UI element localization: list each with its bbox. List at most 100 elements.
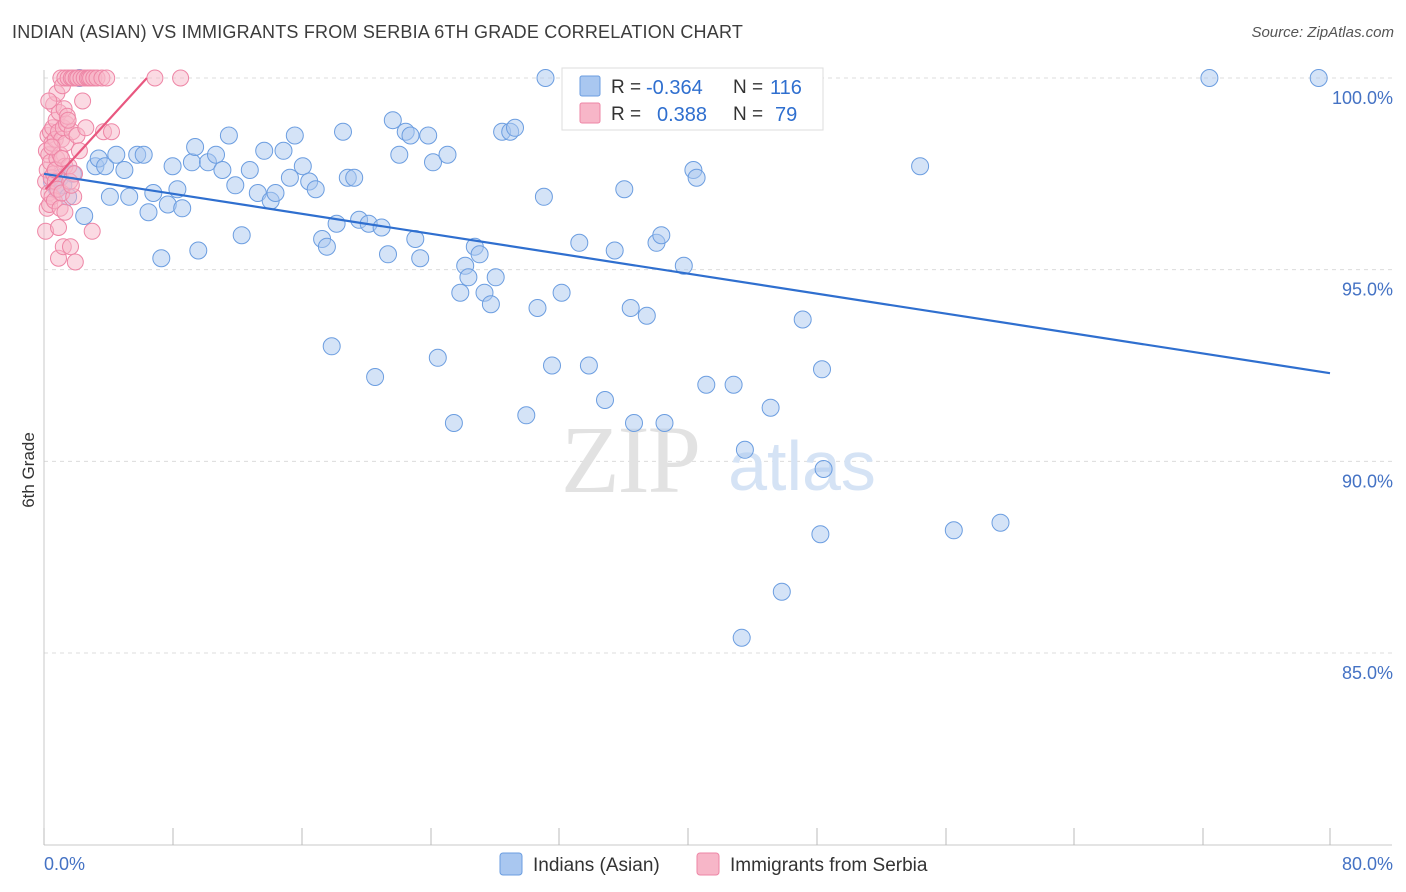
point-indians-asian: [75, 207, 94, 225]
chart-title: INDIAN (ASIAN) VS IMMIGRANTS FROM SERBIA…: [12, 22, 744, 42]
point-immigrants-serbia: [59, 111, 77, 129]
x-tick-label: 80.0%: [1342, 854, 1393, 874]
point-indians-asian: [322, 337, 341, 356]
point-indians-asian: [486, 268, 505, 287]
x-tick-label: 0.0%: [44, 854, 85, 874]
series-immigrants-serbia: [37, 69, 190, 271]
point-indians-asian: [625, 414, 643, 432]
point-indians-asian: [438, 145, 457, 164]
point-indians-asian: [732, 628, 751, 647]
point-indians-asian: [735, 440, 754, 459]
point-indians-asian: [621, 299, 640, 317]
stats-legend: R = -0.364 N = 116 R = 0.388 N = 79: [561, 67, 824, 131]
point-indians-asian: [543, 356, 561, 375]
point-indians-asian: [219, 126, 238, 145]
point-indians-asian: [139, 203, 158, 222]
point-indians-asian: [120, 187, 139, 206]
point-immigrants-serbia: [56, 203, 74, 221]
point-indians-asian: [1309, 69, 1328, 87]
legend-swatch-pink: [579, 102, 601, 124]
bottom-legend-swatch-blue: [499, 852, 523, 876]
legend-r-value-1: -0.364: [646, 77, 703, 99]
point-indians-asian: [459, 268, 478, 287]
point-indians-asian: [655, 414, 674, 432]
point-indians-asian: [152, 249, 171, 268]
point-indians-asian: [552, 283, 571, 302]
point-indians-asian: [345, 168, 364, 187]
point-indians-asian: [451, 283, 470, 302]
tick-labels: 85.0% 90.0% 95.0% 100.0% 0.0% 80.0%: [44, 88, 1393, 874]
legend-n-label-2: N =: [733, 104, 763, 125]
point-indians-asian: [724, 375, 743, 394]
bottom-legend-swatch-pink: [696, 852, 720, 876]
series-indians-asian: [43, 69, 1328, 647]
point-indians-asian: [280, 168, 299, 187]
y-tick-label: 85.0%: [1342, 663, 1393, 683]
bottom-legend-label-blue: Indians (Asian): [533, 855, 660, 876]
point-indians-asian: [811, 525, 830, 544]
point-indians-asian: [163, 157, 182, 176]
legend-r-label-1: R =: [611, 77, 641, 98]
point-immigrants-serbia: [172, 69, 190, 87]
point-immigrants-serbia: [77, 119, 95, 137]
point-indians-asian: [401, 126, 420, 145]
point-indians-asian: [944, 521, 963, 540]
y-tick-label: 90.0%: [1342, 471, 1393, 491]
point-indians-asian: [697, 375, 716, 394]
point-indians-asian: [652, 226, 671, 245]
point-indians-asian: [189, 241, 208, 260]
point-immigrants-serbia: [66, 253, 84, 271]
point-indians-asian: [207, 145, 225, 164]
point-indians-asian: [444, 414, 463, 432]
point-indians-asian: [100, 187, 119, 206]
axes: [43, 70, 1392, 846]
legend-r-value-2: 0.388: [657, 104, 707, 126]
point-indians-asian: [528, 299, 547, 317]
point-indians-asian: [615, 180, 634, 199]
y-tick-label: 100.0%: [1332, 88, 1393, 108]
point-indians-asian: [481, 295, 500, 314]
point-indians-asian: [813, 360, 831, 379]
point-indians-asian: [144, 184, 163, 202]
point-indians-asian: [226, 176, 245, 195]
point-indians-asian: [96, 157, 115, 176]
point-indians-asian: [115, 161, 134, 179]
point-indians-asian: [379, 245, 397, 264]
y-axis-title: 6th Grade: [19, 432, 38, 508]
point-indians-asian: [383, 111, 402, 130]
point-indians-asian: [570, 233, 589, 252]
point-indians-asian: [536, 69, 555, 87]
point-indians-asian: [605, 241, 624, 260]
point-indians-asian: [761, 398, 780, 417]
point-indians-asian: [814, 460, 833, 478]
point-indians-asian: [213, 161, 232, 179]
point-indians-asian: [107, 145, 126, 164]
point-indians-asian: [772, 582, 791, 601]
point-indians-asian: [1200, 69, 1219, 87]
point-indians-asian: [274, 141, 293, 160]
source-label: Source: ZipAtlas.com: [1251, 24, 1394, 41]
point-indians-asian: [793, 310, 812, 329]
point-indians-asian: [232, 226, 251, 245]
point-indians-asian: [173, 199, 192, 218]
gridlines: [44, 77, 1392, 654]
point-indians-asian: [134, 145, 153, 164]
point-indians-asian: [991, 513, 1010, 532]
point-indians-asian: [240, 161, 259, 179]
legend-n-value-1: 116: [770, 77, 802, 99]
bottom-legend: Indians (Asian) Immigrants from Serbia: [499, 852, 928, 876]
point-indians-asian: [390, 145, 409, 164]
legend-r-label-2: R =: [611, 104, 641, 125]
point-immigrants-serbia: [62, 238, 79, 256]
point-indians-asian: [182, 153, 201, 172]
legend-n-value-2: 79: [775, 104, 797, 126]
point-indians-asian: [470, 245, 489, 264]
point-indians-asian: [911, 157, 930, 176]
watermark-atlas: atlas: [728, 427, 876, 505]
point-indians-asian: [266, 184, 285, 202]
point-indians-asian: [317, 237, 336, 256]
point-immigrants-serbia: [43, 138, 61, 156]
point-indians-asian: [534, 187, 553, 206]
point-indians-asian: [428, 348, 447, 367]
